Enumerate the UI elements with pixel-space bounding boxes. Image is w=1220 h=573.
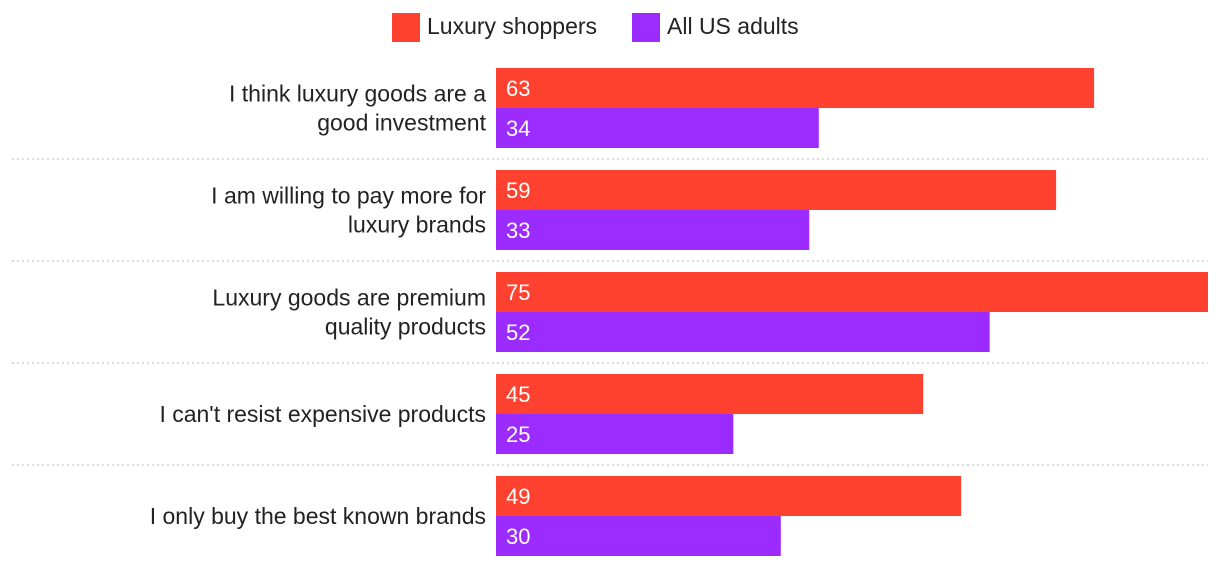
data-label: 75 [506, 280, 530, 305]
data-label: 33 [506, 218, 530, 243]
bar-group: I think luxury goods are a good investmen… [229, 68, 1095, 148]
data-label: 63 [506, 76, 530, 101]
legend-swatch-all-us-adults [632, 13, 660, 42]
data-label: 52 [506, 320, 530, 345]
bar-all-us-adults [496, 516, 781, 556]
data-label: 45 [506, 382, 530, 407]
category-label: I can't resist expensive products [159, 401, 486, 427]
bar-luxury-shoppers [496, 170, 1057, 210]
data-label: 34 [506, 116, 530, 141]
category-label: Luxury goods are premium quality products [212, 285, 486, 340]
bar-all-us-adults [496, 312, 990, 352]
data-label: 25 [506, 422, 530, 447]
data-label: 30 [506, 524, 530, 549]
category-label: I think luxury goods are a good investmen… [229, 81, 487, 136]
bar-group: I am willing to pay more for luxury brand… [211, 170, 1057, 250]
category-label: I am willing to pay more for luxury brand… [211, 183, 486, 238]
bar-group: I only buy the best known brands 49 30 [150, 476, 962, 556]
legend-label: All US adults [667, 13, 799, 39]
bar-group: Luxury goods are premium quality products… [212, 272, 1208, 352]
data-label: 49 [506, 484, 530, 509]
bar-luxury-shoppers [496, 68, 1095, 108]
category-label: I only buy the best known brands [150, 503, 486, 529]
bar-luxury-shoppers [496, 272, 1208, 312]
bar-luxury-shoppers [496, 374, 924, 414]
bar-group: I can't resist expensive products 45 25 [159, 374, 924, 454]
data-label: 59 [506, 178, 530, 203]
bar-luxury-shoppers [496, 476, 962, 516]
legend-label: Luxury shoppers [427, 13, 597, 39]
bar-all-us-adults [496, 108, 819, 148]
legend-swatch-luxury-shoppers [392, 13, 420, 42]
bar-all-us-adults [496, 414, 734, 454]
legend: Luxury shoppers All US adults [392, 13, 799, 42]
bar-all-us-adults [496, 210, 810, 250]
